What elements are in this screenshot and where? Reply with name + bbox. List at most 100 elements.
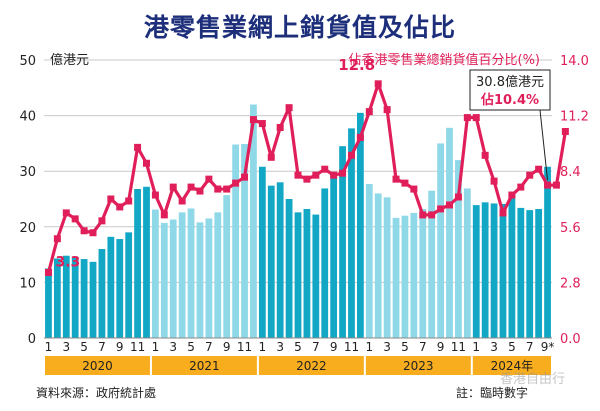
right-tick-label: 5.6 [560, 221, 581, 236]
bar [374, 193, 382, 338]
line-point [214, 185, 222, 193]
year-band [258, 356, 364, 375]
bar [383, 197, 391, 338]
line-point [472, 114, 480, 122]
line-point [517, 183, 525, 191]
bar [392, 217, 400, 338]
x-tick-label: 5 [508, 340, 516, 354]
left-tick-label: 50 [19, 54, 36, 69]
line-point [330, 171, 338, 179]
right-tick-label: 14.0 [560, 54, 589, 69]
x-tick-label: 1 [152, 340, 160, 354]
line-point [71, 215, 79, 223]
line-point [116, 203, 124, 211]
year-label: 2022 [296, 359, 327, 373]
line-point [303, 175, 311, 183]
x-tick-label: 9 [330, 340, 338, 354]
chart-title: 港零售業網上銷貨值及佔比 [143, 13, 456, 42]
line-point [125, 197, 133, 205]
line-point [267, 153, 275, 161]
line-point [347, 151, 355, 159]
bar [401, 215, 409, 338]
x-tick-label: 7 [98, 340, 106, 354]
bar [348, 128, 355, 338]
bar [499, 204, 507, 338]
line-point [561, 127, 569, 135]
line-point [535, 165, 543, 173]
x-tick-label: 11 [344, 340, 359, 354]
bar [160, 222, 168, 338]
bar [410, 212, 418, 338]
source-note: 資料來源：政府統計處 [36, 386, 157, 400]
line-point [134, 143, 142, 151]
year-band [45, 356, 150, 375]
line-point [419, 211, 427, 219]
callout-leader [539, 109, 549, 181]
bar [285, 199, 293, 338]
bar [214, 212, 222, 338]
line-point [383, 106, 391, 114]
left-tick-label: 0 [28, 332, 36, 347]
line-point [401, 179, 409, 187]
line-point [481, 151, 489, 159]
line-point [321, 165, 329, 173]
line-point [151, 191, 159, 199]
bar [544, 166, 551, 338]
right-tick-label: 0.0 [560, 332, 581, 347]
bar [472, 205, 480, 338]
right-axis-label: 佔香港零售業總銷貨值百分比(%) [349, 52, 541, 68]
bar [356, 112, 364, 338]
left-tick-label: 20 [19, 221, 36, 236]
x-tick-label: 5 [80, 340, 88, 354]
bar [250, 104, 257, 338]
line-point [169, 183, 177, 191]
bar [526, 210, 534, 338]
year-label: 2023 [403, 359, 434, 373]
x-tick-label: 7 [419, 340, 427, 354]
x-tick-label: 11 [451, 340, 466, 354]
bar [187, 208, 195, 338]
bar [116, 239, 124, 338]
left-tick-label: 10 [19, 276, 36, 291]
line-point [294, 171, 302, 179]
bar [152, 209, 159, 338]
x-tick-label: 3 [383, 340, 391, 354]
bar [107, 236, 115, 338]
bar [134, 188, 141, 338]
line-point [339, 169, 347, 177]
bar [62, 255, 70, 338]
x-tick-label: 1 [259, 340, 267, 354]
line-point [446, 201, 454, 209]
line-point [552, 181, 560, 189]
line-point [285, 104, 293, 112]
line-point [410, 185, 418, 193]
line-point [196, 187, 204, 195]
callout-value: 30.8億港元 [476, 74, 544, 90]
line-point [205, 175, 213, 183]
bar [178, 212, 186, 338]
line-point [428, 211, 436, 219]
bar [71, 256, 79, 338]
bar [517, 207, 525, 338]
line-point [223, 185, 231, 193]
line-point [544, 181, 552, 189]
x-tick-label: 3 [62, 340, 70, 354]
bar [276, 182, 284, 338]
right-tick-label: 2.8 [560, 276, 581, 291]
x-tick-label: 7 [205, 340, 213, 354]
x-tick-label: 7 [526, 340, 534, 354]
bar [437, 143, 444, 338]
x-tick-label: 7 [312, 340, 320, 354]
line-point [526, 171, 534, 179]
line-point [142, 159, 150, 167]
x-tick-label: 5 [187, 340, 195, 354]
year-band [151, 356, 257, 375]
annotation-min: 3.3 [55, 254, 80, 270]
line-point [490, 177, 498, 185]
callout-share: 佔10.4% [480, 92, 539, 108]
line-point [508, 191, 516, 199]
provisional-note: 註：臨時數字 [456, 386, 529, 400]
bar [169, 219, 177, 338]
line-point [258, 120, 266, 128]
